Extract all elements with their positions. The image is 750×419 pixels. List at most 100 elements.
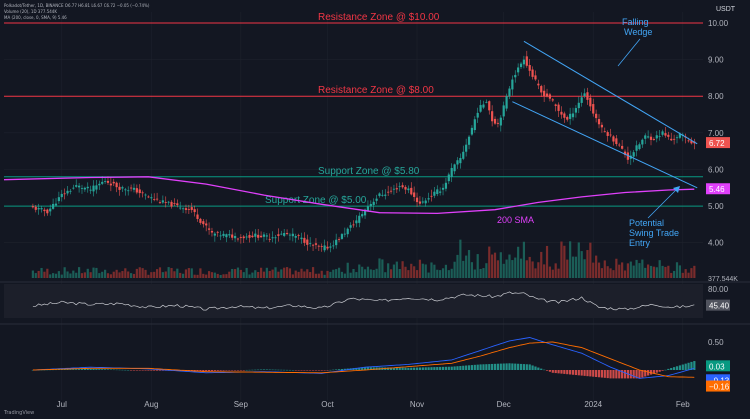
candle-body bbox=[589, 97, 592, 107]
macd-hist-bar bbox=[595, 370, 598, 377]
zone-lines bbox=[4, 22, 703, 207]
macd-hist-bar bbox=[259, 369, 263, 371]
volume-bar bbox=[597, 262, 601, 278]
macd-hist-bar bbox=[467, 365, 471, 370]
macd-hist-bar bbox=[459, 365, 462, 370]
candle-body bbox=[623, 151, 627, 155]
candle-body bbox=[170, 201, 173, 207]
volume-bar bbox=[372, 269, 375, 278]
candle-body bbox=[372, 201, 375, 205]
candle-body bbox=[543, 90, 546, 97]
overlays: Resistance Zone @ $10.00 Resistance Zone … bbox=[3, 12, 698, 248]
macd-hist-bar bbox=[444, 366, 448, 370]
macd-hist-bar bbox=[52, 369, 55, 371]
candle-body bbox=[280, 233, 283, 235]
candle-body bbox=[314, 243, 318, 245]
candle-body bbox=[49, 208, 52, 212]
candle-body bbox=[375, 198, 378, 201]
volume-bar bbox=[369, 269, 372, 278]
candle-body bbox=[583, 93, 586, 96]
candle-body bbox=[548, 94, 552, 99]
volume-bar bbox=[479, 268, 482, 278]
candle-body bbox=[320, 246, 323, 248]
volume-bar bbox=[83, 272, 86, 278]
macd-hist-bar bbox=[407, 367, 410, 370]
volume-bar bbox=[522, 241, 526, 278]
candle-body bbox=[644, 135, 647, 139]
volume-bars bbox=[31, 239, 696, 278]
candle-body bbox=[335, 239, 338, 246]
candle-body bbox=[233, 235, 237, 239]
volume-bar bbox=[49, 274, 52, 278]
volume-bar bbox=[181, 273, 185, 278]
volume-bar bbox=[540, 251, 543, 278]
candle-body bbox=[222, 233, 225, 236]
volume-bar bbox=[563, 245, 566, 278]
volume-bar bbox=[77, 267, 81, 278]
macd-hist-bar bbox=[196, 370, 199, 372]
volume-bar bbox=[112, 271, 115, 278]
candle-body bbox=[346, 228, 349, 235]
macd-hist-bar bbox=[280, 369, 283, 371]
macd-hist-bar bbox=[427, 367, 430, 370]
candle-body bbox=[132, 187, 136, 190]
macd-hist-bar bbox=[453, 366, 456, 370]
macd-hist-bar bbox=[369, 367, 372, 370]
candle-body bbox=[257, 234, 260, 238]
volume-bar bbox=[675, 262, 679, 278]
volume-bar bbox=[40, 267, 43, 278]
candle-body bbox=[369, 204, 372, 207]
candle-body bbox=[80, 188, 84, 189]
volume-bar bbox=[179, 272, 182, 278]
volume-bar bbox=[207, 271, 211, 278]
candle-body bbox=[109, 183, 112, 186]
macd-hist-bar bbox=[112, 369, 115, 371]
candle-body bbox=[597, 119, 601, 125]
volume-bar bbox=[519, 258, 523, 278]
macd-hist-bar bbox=[77, 369, 81, 370]
macd-hist-bar bbox=[583, 370, 586, 376]
candle-body bbox=[118, 186, 121, 190]
volume-bar bbox=[433, 264, 436, 278]
candle-body bbox=[675, 137, 679, 139]
candle-body bbox=[410, 187, 413, 195]
swing-label-line1: Potential bbox=[629, 218, 664, 228]
candle-body bbox=[577, 102, 580, 109]
volume-bar bbox=[170, 268, 173, 278]
candle-body bbox=[505, 96, 508, 109]
macd-hist-bar bbox=[283, 369, 286, 371]
volume-bar bbox=[248, 274, 251, 278]
candle-body bbox=[401, 185, 404, 188]
macd-hist-bar bbox=[401, 367, 404, 370]
volume-bar bbox=[297, 271, 300, 278]
volume-bar bbox=[141, 268, 144, 278]
swing-label-line3: Entry bbox=[629, 238, 651, 248]
candle-body bbox=[219, 235, 222, 237]
volume-bar bbox=[306, 269, 309, 278]
volume-bar bbox=[427, 272, 430, 278]
macd-hist-bar bbox=[129, 370, 133, 371]
volume-bar bbox=[603, 260, 606, 278]
candle-body bbox=[329, 246, 332, 248]
volume-bar bbox=[514, 257, 517, 278]
macd-hist-bar bbox=[268, 369, 271, 371]
volume-bar bbox=[213, 272, 216, 278]
volume-bar bbox=[300, 268, 303, 278]
wedge-upper-line bbox=[523, 40, 698, 145]
macd-hist-bar bbox=[285, 369, 289, 371]
macd-hist-bar bbox=[600, 370, 604, 378]
volume-bar bbox=[424, 264, 427, 278]
candle-body bbox=[563, 113, 566, 118]
candle-body bbox=[569, 113, 572, 119]
swing-arrow bbox=[647, 187, 679, 219]
volume-bar bbox=[470, 262, 474, 278]
volume-bar bbox=[254, 270, 257, 278]
candle-body bbox=[647, 136, 650, 138]
macd-hist-bar bbox=[473, 364, 476, 370]
volume-bar bbox=[655, 267, 658, 278]
volume-bar bbox=[447, 270, 450, 278]
macd-hist-bar bbox=[389, 367, 393, 370]
x-tick-label-6: 2024 bbox=[584, 400, 602, 409]
macd-value-tag: 0.03 bbox=[709, 362, 725, 371]
